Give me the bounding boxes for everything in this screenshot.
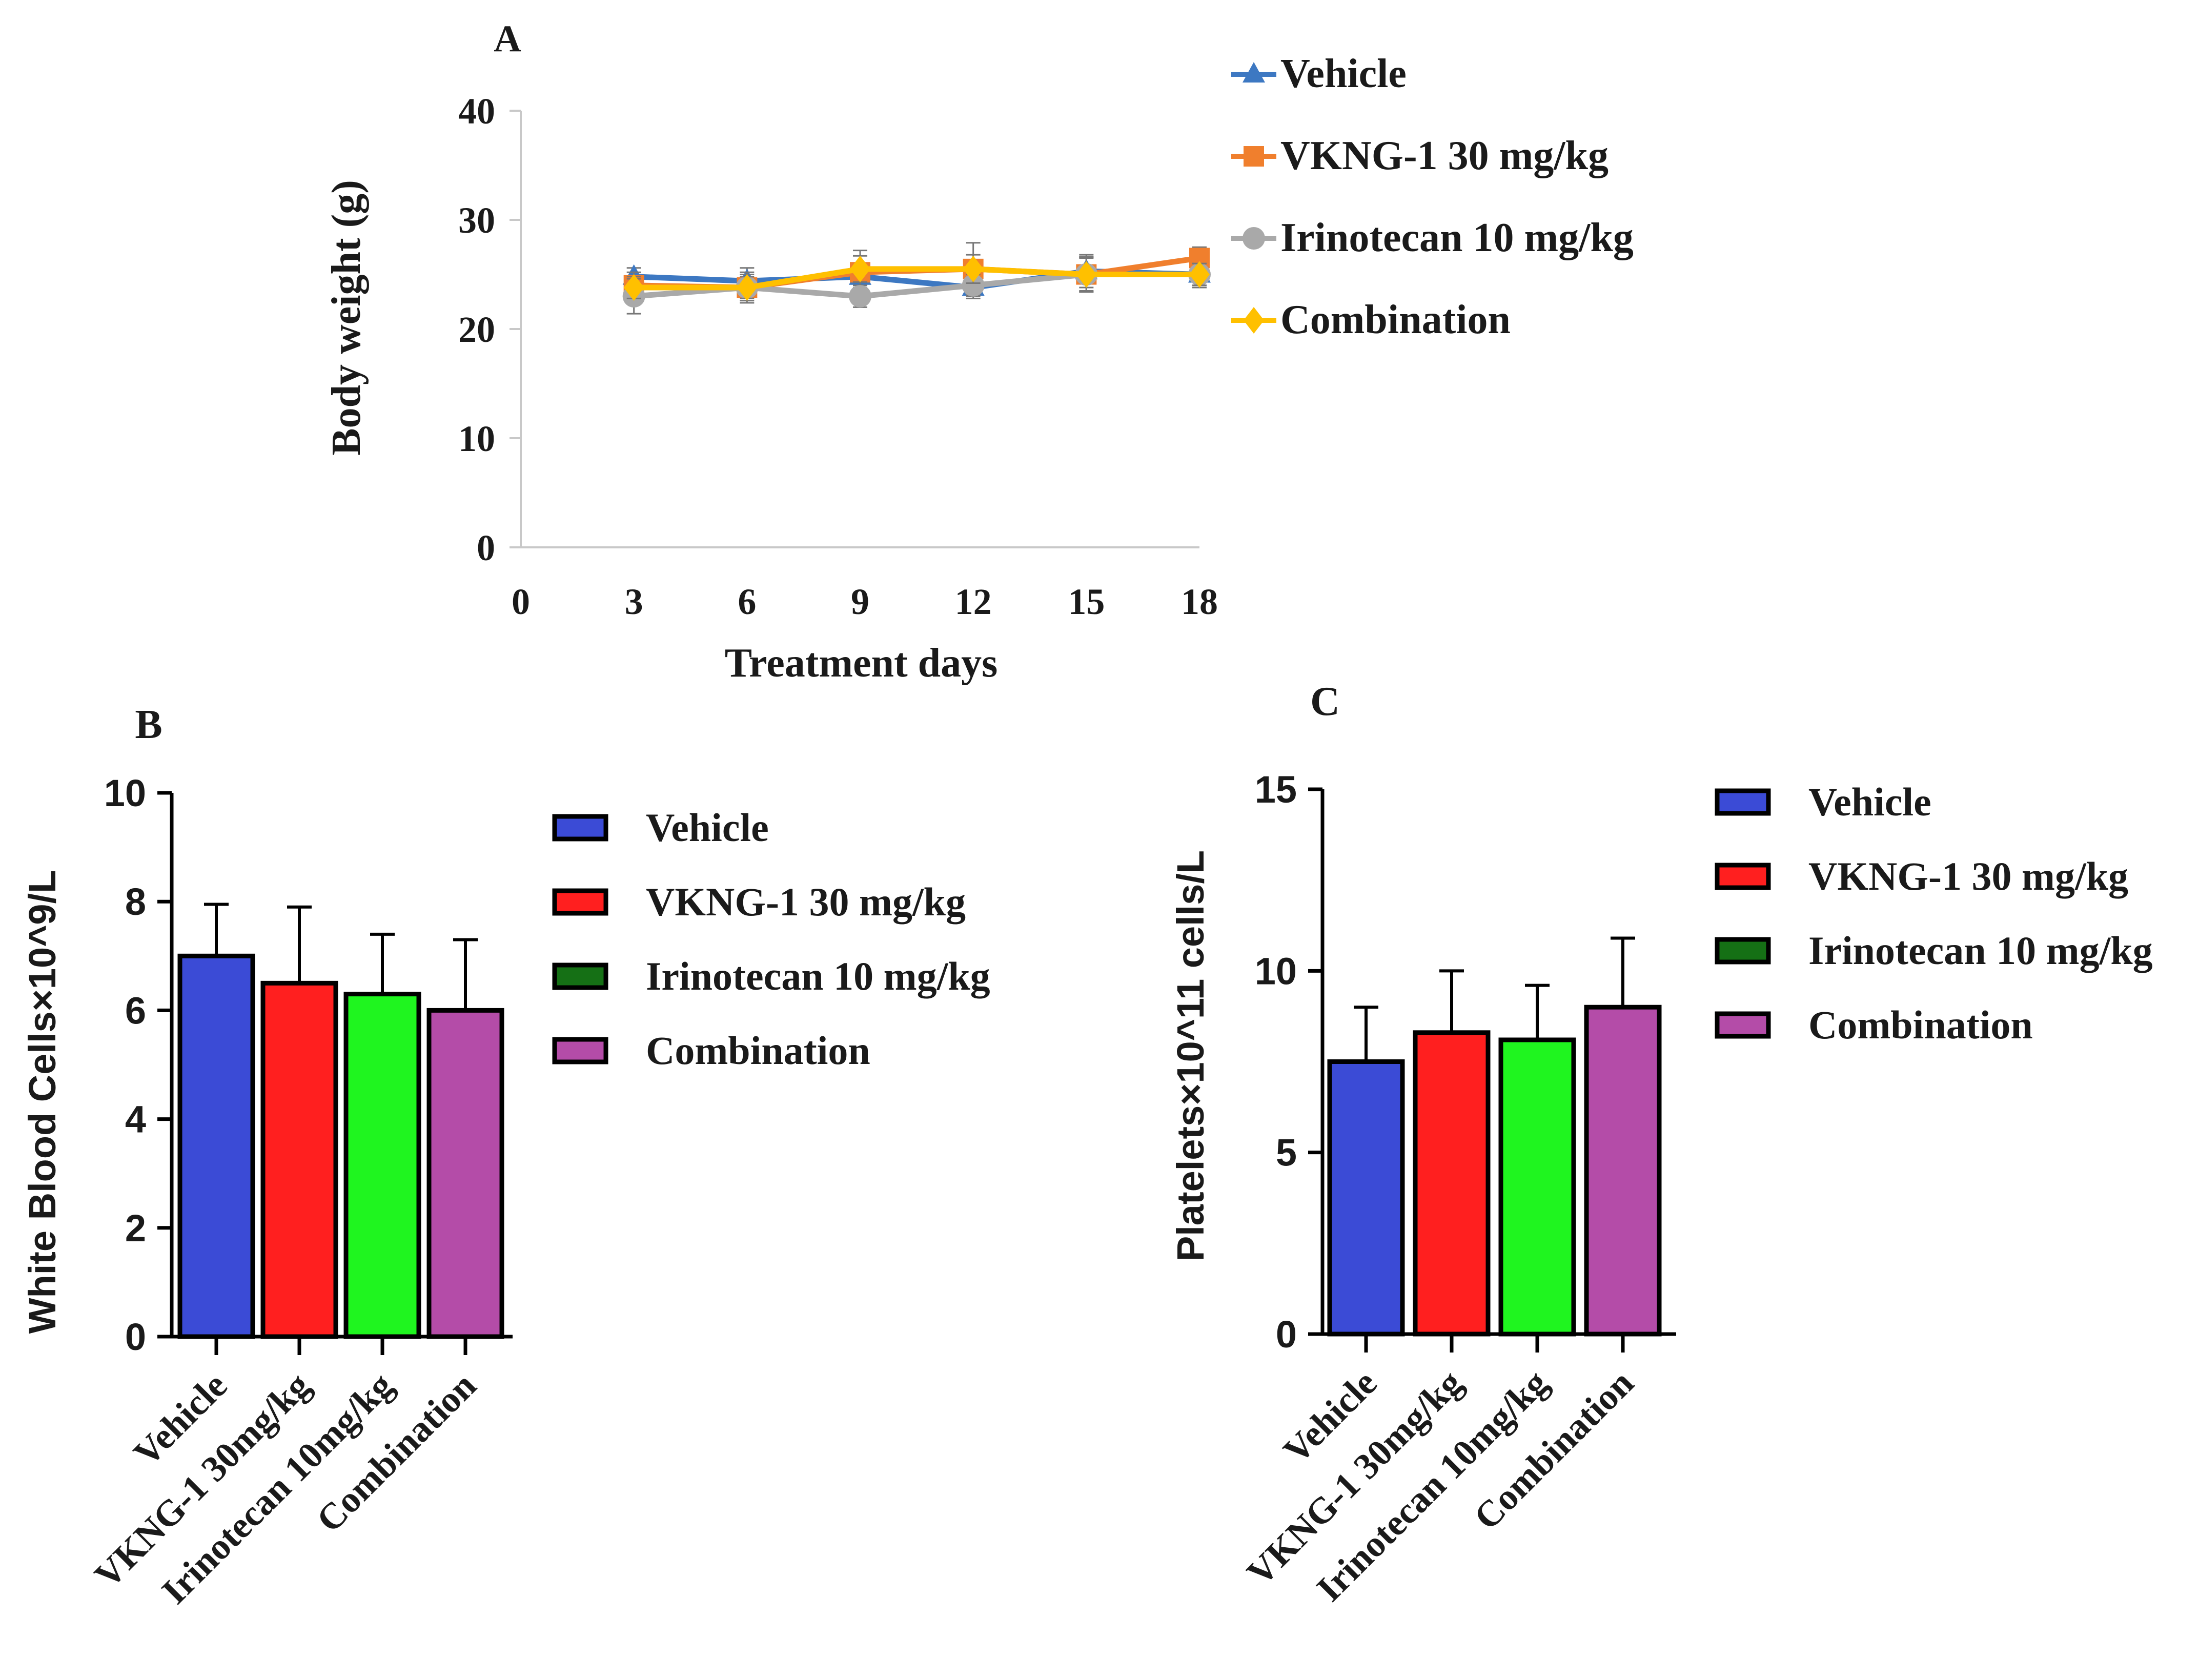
y-tick-label: 8 <box>125 880 146 923</box>
y-tick-label: 0 <box>1276 1313 1297 1356</box>
y-axis-title: Body weight (g) <box>324 180 369 456</box>
legend-label: Irinotecan 10 mg/kg <box>646 954 990 998</box>
y-tick-label: 6 <box>125 989 146 1032</box>
y-tick-label: 2 <box>125 1207 146 1249</box>
bar-group-vehicle: Vehicle <box>1275 1006 1405 1471</box>
panel-c-label: C <box>1310 679 1340 724</box>
legend-label: Irinotecan 10 mg/kg <box>1280 215 1634 260</box>
data-point <box>963 255 984 282</box>
data-point <box>962 274 985 297</box>
legend-marker <box>1243 227 1265 250</box>
y-tick-label: 10 <box>458 418 495 459</box>
legend-marker <box>1244 307 1264 334</box>
y-tick-label: 20 <box>458 309 495 350</box>
bar <box>426 1008 504 1339</box>
y-tick-label: 10 <box>104 772 146 814</box>
x-axis-title: Treatment days <box>725 641 998 686</box>
x-tick-label: 6 <box>738 581 756 622</box>
y-tick-label: 0 <box>125 1316 146 1358</box>
panel-a-body-weight-chart: A Treatment days Body weight (g) 0102030… <box>324 18 1634 686</box>
y-tick-label: 40 <box>458 91 495 132</box>
legend-label: Combination <box>646 1028 870 1073</box>
legend-item-irinotecan-10-mg-kg: Irinotecan 10 mg/kg <box>1715 928 2153 973</box>
legend-label: Combination <box>1808 1002 2033 1047</box>
y-tick-label: 15 <box>1255 768 1297 811</box>
legend-item-vkng-1-30-mg-kg: VKNG-1 30 mg/kg <box>552 879 966 924</box>
data-point <box>849 285 871 308</box>
x-tick-label: 12 <box>955 581 992 622</box>
series-line <box>634 266 1199 291</box>
legend-marker <box>1244 146 1264 167</box>
legend-item-combination: Combination <box>552 1028 870 1073</box>
data-point <box>1189 261 1210 288</box>
legend-label: Vehicle <box>1280 51 1407 96</box>
x-tick-label: 0 <box>512 581 530 622</box>
data-point <box>1076 261 1097 288</box>
legend-swatch <box>552 1037 608 1064</box>
y-tick-label: 4 <box>125 1098 146 1141</box>
y-tick-label: 30 <box>458 200 495 241</box>
legend-item-vkng-1-30-mg-kg: VKNG-1 30 mg/kg <box>1715 854 2128 898</box>
legend-label: VKNG-1 30 mg/kg <box>646 879 966 924</box>
y-tick-label: 0 <box>477 527 495 568</box>
y-axis-title: White Blood Cells×10^9/L <box>21 870 64 1334</box>
legend-item-vkng-1-30-mg-kg: VKNG-1 30 mg/kg <box>1231 133 1608 178</box>
legend-label: Irinotecan 10 mg/kg <box>1808 928 2153 973</box>
legend-item-vehicle: Vehicle <box>1231 51 1407 96</box>
legend-swatch <box>1715 937 1771 965</box>
y-tick-label: 5 <box>1276 1132 1297 1174</box>
legend-marker <box>1243 62 1265 83</box>
bar <box>1584 1005 1662 1337</box>
legend-swatch <box>552 962 608 990</box>
legend-item-irinotecan-10-mg-kg: Irinotecan 10 mg/kg <box>1231 215 1634 260</box>
bar <box>1498 1037 1576 1337</box>
bar <box>177 953 255 1339</box>
legend-swatch <box>552 888 608 916</box>
legend-label: Vehicle <box>646 805 769 850</box>
bar <box>260 980 338 1339</box>
legend-item-vehicle: Vehicle <box>1715 780 1931 824</box>
x-tick-label: 3 <box>625 581 643 622</box>
x-tick-label: 15 <box>1068 581 1105 622</box>
y-axis-title: Platelets×10^11 cells/L <box>1169 850 1212 1261</box>
data-point <box>737 274 758 301</box>
legend-label: VKNG-1 30 mg/kg <box>1808 854 2128 898</box>
data-point <box>623 274 644 301</box>
series-combination <box>623 254 1210 301</box>
bar <box>1413 1030 1491 1337</box>
legend-label: Vehicle <box>1808 780 1931 824</box>
legend-item-irinotecan-10-mg-kg: Irinotecan 10 mg/kg <box>552 954 990 998</box>
data-point <box>850 255 870 282</box>
legend-item-vehicle: Vehicle <box>552 805 769 850</box>
panel-b-white-blood-cells-chart: B White Blood Cells×10^9/L 0 2 4 6 8 10 Vehic… <box>21 702 990 1612</box>
bar <box>1327 1059 1405 1337</box>
legend-item-combination: Combination <box>1715 1002 2033 1047</box>
x-tick-label: 18 <box>1181 581 1218 622</box>
panel-c-platelets-chart: C Platelets×10^11 cells/L 0 5 10 15 Vehicle… <box>1169 679 2153 1609</box>
legend-label: Combination <box>1280 297 1511 342</box>
legend-label: VKNG-1 30 mg/kg <box>1280 133 1608 178</box>
y-tick-label: 10 <box>1255 950 1297 992</box>
legend-swatch <box>1715 863 1771 890</box>
legend-swatch <box>1715 1011 1771 1039</box>
legend-swatch <box>1715 788 1771 816</box>
legend-item-combination: Combination <box>1231 297 1511 342</box>
x-tick-label: 9 <box>851 581 869 622</box>
bar <box>343 992 421 1339</box>
panel-b-label: B <box>135 702 162 747</box>
panel-a-label: A <box>494 18 521 60</box>
legend-swatch <box>552 814 608 842</box>
